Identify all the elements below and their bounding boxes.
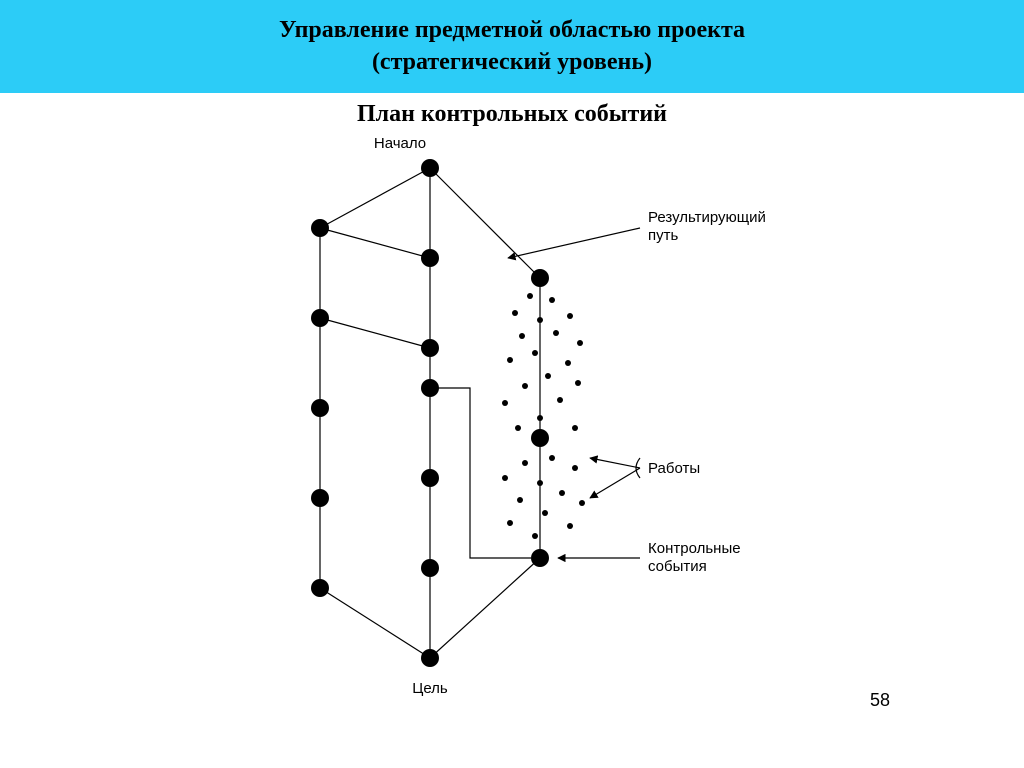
diagram-label: события: [648, 558, 707, 575]
work-dot: [542, 510, 548, 516]
work-dot: [565, 360, 571, 366]
milestone-diagram: Начало Цель Результирующийпуть Работы Контро…: [240, 128, 800, 718]
work-dot: [579, 500, 585, 506]
milestone-node: [531, 269, 549, 287]
callout-arrow: [590, 458, 640, 468]
milestone-node: [421, 649, 439, 667]
work-dot: [545, 373, 551, 379]
work-dot: [549, 297, 555, 303]
milestone-node: [421, 559, 439, 577]
milestone-node: [311, 579, 329, 597]
edge: [430, 168, 540, 278]
work-dot: [522, 460, 528, 466]
work-dot: [515, 425, 521, 431]
edge: [430, 558, 540, 658]
diagram-label: Работы: [648, 460, 700, 477]
callout-arrow: [508, 228, 640, 258]
milestone-node: [311, 309, 329, 327]
slide-header: Управление предметной областью проекта (…: [0, 0, 1024, 93]
work-dot: [572, 465, 578, 471]
elbow-connector: [430, 388, 531, 558]
work-dot: [537, 415, 543, 421]
work-dot: [519, 333, 525, 339]
diagram-label: Результирующий: [648, 209, 766, 226]
page-number: 58: [870, 690, 890, 711]
edge: [320, 168, 430, 228]
work-dot: [507, 520, 513, 526]
work-dot: [559, 490, 565, 496]
diagram-label: Контрольные: [648, 540, 741, 557]
milestone-node: [421, 379, 439, 397]
work-dot: [532, 350, 538, 356]
callout-arrow: [590, 468, 640, 498]
milestone-node: [531, 429, 549, 447]
work-dot: [502, 400, 508, 406]
work-dot: [575, 380, 581, 386]
diagram-label: Цель: [412, 680, 448, 697]
milestone-node: [421, 249, 439, 267]
work-dot: [577, 340, 583, 346]
work-dot: [517, 497, 523, 503]
edge: [320, 588, 430, 658]
milestone-node: [311, 219, 329, 237]
edge: [320, 228, 430, 258]
work-dot: [527, 293, 533, 299]
work-dot: [532, 533, 538, 539]
work-dot: [567, 313, 573, 319]
work-dot: [537, 317, 543, 323]
slide-subtitle: План контрольных событий: [0, 101, 1024, 128]
diagram-label: путь: [648, 227, 678, 244]
diagram-label: Начало: [374, 135, 426, 152]
diagram-container: Начало Цель Результирующийпуть Работы Контро…: [0, 128, 1024, 718]
edge: [320, 318, 430, 348]
work-dot: [557, 397, 563, 403]
work-dot: [553, 330, 559, 336]
work-dot: [537, 480, 543, 486]
milestone-node: [421, 469, 439, 487]
work-dot: [572, 425, 578, 431]
milestone-node: [531, 549, 549, 567]
work-dot: [512, 310, 518, 316]
work-dot: [549, 455, 555, 461]
header-line1: Управление предметной областью проекта: [0, 14, 1024, 46]
work-dot: [522, 383, 528, 389]
milestone-node: [311, 489, 329, 507]
work-dot: [507, 357, 513, 363]
work-dot: [502, 475, 508, 481]
milestone-node: [421, 159, 439, 177]
milestone-node: [311, 399, 329, 417]
milestone-node: [421, 339, 439, 357]
work-dot: [567, 523, 573, 529]
header-line2: (стратегический уровень): [0, 46, 1024, 78]
